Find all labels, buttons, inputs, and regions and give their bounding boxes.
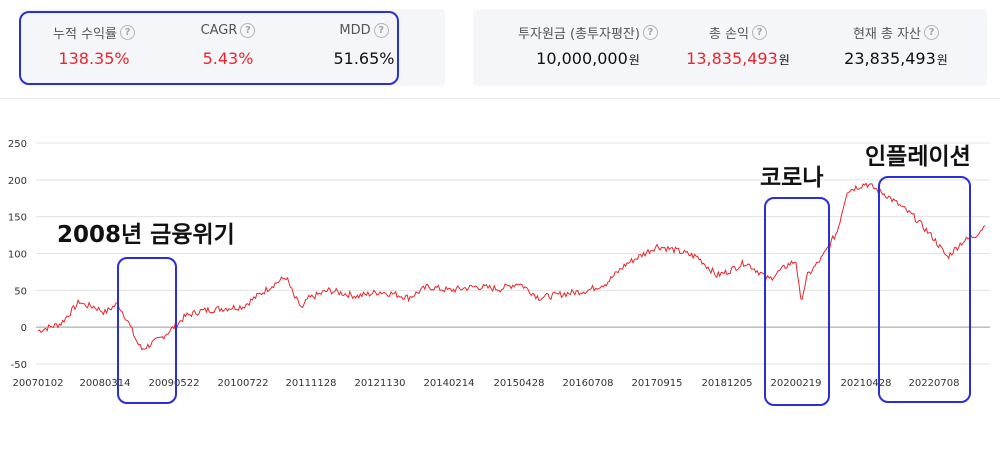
x-axis-ticks: 20070102 20080314 20090522 20100722 20111128… <box>13 378 960 389</box>
x-tick-label: 20200219 <box>771 378 822 389</box>
stat-cagr: CAGR ? 5.43% <box>153 9 303 86</box>
x-tick-label: 20170915 <box>632 378 683 389</box>
stat-label: 누적 수익률 <box>53 27 117 42</box>
stat-value: 51.65% <box>333 49 395 68</box>
help-icon[interactable]: ? <box>924 25 940 40</box>
help-icon[interactable]: ? <box>119 25 135 40</box>
y-tick-label: 150 <box>8 213 27 224</box>
x-tick-label: 20160708 <box>563 378 614 389</box>
x-tick-label: 20111128 <box>286 378 337 389</box>
x-tick-label: 20121130 <box>355 378 406 389</box>
help-icon[interactable]: ? <box>642 25 658 40</box>
highlight-box-covid <box>764 197 830 406</box>
help-icon[interactable]: ? <box>373 23 389 38</box>
chart-grid <box>36 142 990 365</box>
x-tick-label: 20100722 <box>218 378 269 389</box>
divider <box>0 98 1000 99</box>
y-tick-label: 50 <box>14 286 27 297</box>
stat-label: CAGR <box>200 23 238 38</box>
x-tick-label: 20090522 <box>149 378 200 389</box>
highlight-box-inflation <box>878 176 971 403</box>
x-tick-label: 20210428 <box>841 378 892 389</box>
summary-panel-right: 투자원금 (총투자평잔) ? 10,000,000원 총 손익 ? 13,835… <box>473 9 987 86</box>
x-tick-label: 20150428 <box>494 378 545 389</box>
stat-label: MDD <box>339 23 371 38</box>
y-tick-label: -50 <box>11 360 27 371</box>
stat-unit: 원 <box>628 53 640 67</box>
help-icon[interactable]: ? <box>752 25 767 40</box>
x-tick-label: 20140214 <box>424 378 475 389</box>
stat-principal: 투자원금 (총투자평잔) ? 10,000,000원 <box>498 9 678 86</box>
stat-value: 5.43% <box>202 49 254 68</box>
x-tick-label: 20220708 <box>909 378 960 389</box>
x-tick-label: 20080314 <box>80 378 131 389</box>
stat-value: 13,835,493 <box>686 49 778 68</box>
annotation-covid: 코로나 <box>760 165 823 191</box>
stat-cumulative-return: 누적 수익률 ? 138.35% <box>19 9 169 86</box>
stat-mdd: MDD ? 51.65% <box>289 9 439 86</box>
stat-label: 현재 총 자산 <box>852 27 922 42</box>
stat-unit: 원 <box>778 53 790 67</box>
stat-label: 투자원금 (총투자평잔) <box>518 27 640 42</box>
y-tick-label: 100 <box>8 250 27 261</box>
annotation-inflation: 인플레이션 <box>865 144 971 170</box>
x-tick-label: 20070102 <box>13 378 64 389</box>
stat-value: 10,000,000 <box>536 49 628 68</box>
help-icon[interactable]: ? <box>240 23 256 38</box>
annotation-2008-crisis: 2008년 금융위기 <box>57 222 235 248</box>
y-tick-label: 200 <box>8 176 27 187</box>
stat-total-assets: 현재 총 자산 ? 23,835,493원 <box>821 9 971 86</box>
x-tick-label: 20181205 <box>702 378 753 389</box>
summary-panel-left: 누적 수익률 ? 138.35% CAGR ? 5.43% MDD ? 51.6… <box>19 9 445 86</box>
y-axis-ticks: 250 200 150 100 50 0 -50 <box>8 139 27 371</box>
y-tick-label: 250 <box>8 139 27 150</box>
y-tick-label: 0 <box>21 323 27 334</box>
stat-value: 138.35% <box>58 49 130 68</box>
stat-value: 23,835,493 <box>844 49 936 68</box>
stat-total-profit: 총 손익 ? 13,835,493원 <box>663 9 813 86</box>
stat-label: 총 손익 <box>708 27 749 42</box>
stat-unit: 원 <box>936 53 948 67</box>
highlight-box-2008 <box>117 257 177 404</box>
summary-highlight-box <box>19 11 399 85</box>
series-line <box>37 182 986 351</box>
